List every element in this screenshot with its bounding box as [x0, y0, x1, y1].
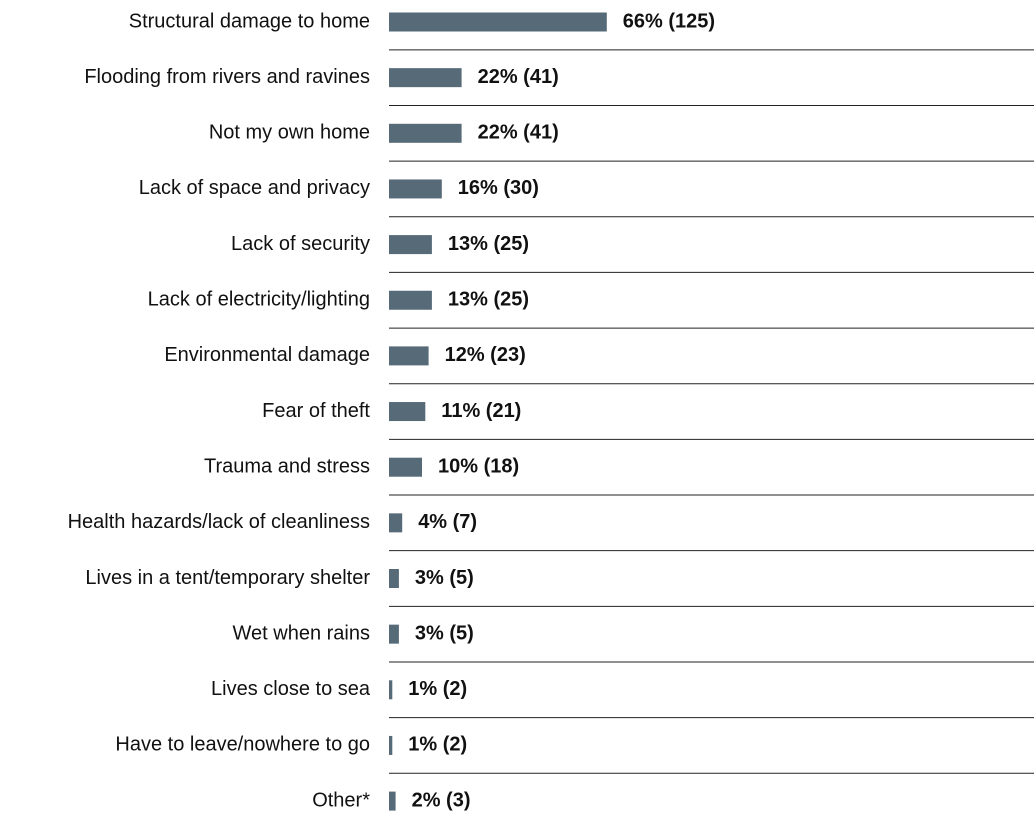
- category-label: Health hazards/lack of cleanliness: [68, 511, 370, 533]
- category-label: Fear of theft: [262, 400, 370, 422]
- bar: [389, 680, 393, 700]
- category-label: Wet when rains: [233, 622, 370, 644]
- bar: [389, 68, 462, 88]
- category-label: Environmental damage: [164, 344, 370, 366]
- category-label: Flooding from rivers and ravines: [84, 66, 370, 88]
- bar: [389, 346, 429, 366]
- category-label: Not my own home: [209, 122, 370, 144]
- value-label: 13% (25): [448, 289, 529, 311]
- value-label: 1% (2): [408, 734, 467, 756]
- category-label: Lives close to sea: [211, 678, 371, 700]
- bar: [389, 402, 426, 422]
- value-label: 13% (25): [448, 233, 529, 255]
- value-label: 22% (41): [478, 66, 559, 88]
- bar: [389, 12, 607, 32]
- category-label: Lack of electricity/lighting: [148, 289, 370, 311]
- category-label: Trauma and stress: [204, 455, 370, 477]
- bar: [389, 735, 393, 755]
- bar: [389, 123, 462, 143]
- value-label: 3% (5): [415, 622, 474, 644]
- bar: [389, 457, 422, 477]
- value-label: 16% (30): [458, 177, 539, 199]
- value-label: 66% (125): [623, 10, 715, 32]
- value-label: 22% (41): [478, 122, 559, 144]
- category-label: Have to leave/nowhere to go: [115, 734, 370, 756]
- category-label: Lack of security: [231, 233, 370, 255]
- bar: [389, 624, 399, 644]
- category-label: Structural damage to home: [129, 10, 370, 32]
- bar: [389, 235, 432, 255]
- value-label: 1% (2): [408, 678, 467, 700]
- category-label: Lives in a tent/temporary shelter: [85, 567, 370, 589]
- value-label: 3% (5): [415, 567, 474, 589]
- value-label: 10% (18): [438, 455, 519, 477]
- value-label: 12% (23): [445, 344, 526, 366]
- bar: [389, 569, 399, 588]
- value-label: 2% (3): [412, 789, 471, 811]
- category-label: Other*: [312, 789, 370, 811]
- bar: [389, 290, 432, 310]
- category-label: Lack of space and privacy: [139, 177, 370, 199]
- bar: [389, 513, 403, 533]
- value-label: 4% (7): [418, 511, 477, 533]
- bar: [389, 791, 396, 811]
- value-label: 11% (21): [441, 400, 521, 422]
- bar: [389, 179, 442, 199]
